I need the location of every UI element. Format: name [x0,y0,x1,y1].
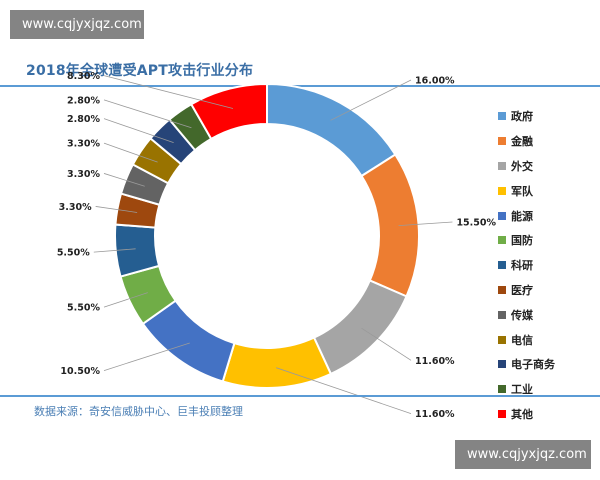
data-label-电子商务: 2.80% [67,114,100,125]
data-label-工业: 2.80% [67,95,100,106]
leader-line-医疗 [95,206,138,213]
title-divider [0,85,600,87]
legend-label: 传媒 [511,308,533,322]
legend-item-政府: 政府 [498,104,555,129]
leader-line-外交 [361,327,412,361]
legend-label: 工业 [511,383,533,397]
data-label-金融: 15.50% [456,218,496,229]
legend-label: 军队 [511,184,533,198]
source-divider [0,395,600,397]
legend-label: 电信 [511,333,533,347]
legend-label: 外交 [511,159,533,173]
legend-item-传媒: 传媒 [498,302,555,327]
legend-label: 其他 [511,407,533,421]
legend-swatch [498,310,506,319]
leader-line-电子商务 [103,118,174,144]
data-source-note: 数据来源：奇安信威胁中心、巨丰投顾整理 [34,405,243,418]
data-label-科研: 5.50% [57,248,90,259]
legend-label: 电子商务 [511,358,555,372]
legend-swatch [498,211,506,220]
legend-swatch [498,261,506,270]
legend-item-国防: 国防 [498,228,555,253]
legend-item-工业: 工业 [498,377,555,402]
data-label-其他: 8.30% [67,71,100,82]
legend-item-能源: 能源 [498,203,555,228]
data-label-国防: 5.50% [67,303,100,314]
leader-line-金融 [398,221,453,227]
slice-其他 [189,82,268,141]
data-label-传媒: 3.30% [67,169,100,180]
slice-外交 [312,279,408,376]
leader-line-工业 [103,99,192,129]
chart-title: 2018年全球遭受APT攻击行业分布 [26,63,254,79]
legend-swatch [498,186,506,195]
legend-item-军队: 军队 [498,178,555,203]
slice-金融 [360,153,420,298]
legend-item-电子商务: 电子商务 [498,352,555,377]
leader-line-军队 [275,367,412,414]
watermark-bottom: www.cqjyxjqz.com [455,440,591,469]
legend-swatch [498,360,506,369]
legend-swatch [498,137,506,146]
legend-item-科研: 科研 [498,253,555,278]
legend-swatch [498,385,506,394]
legend-swatch [498,285,506,294]
leader-line-国防 [103,292,148,308]
chart-legend: 政府金融外交军队能源国防科研医疗传媒电信电子商务工业其他 [498,104,555,426]
legend-swatch [498,112,506,121]
legend-label: 能源 [511,209,533,223]
data-label-医疗: 3.30% [59,202,92,213]
legend-item-金融: 金融 [498,129,555,154]
legend-label: 国防 [511,234,533,248]
legend-item-电信: 电信 [498,327,555,352]
legend-label: 政府 [511,110,533,124]
legend-label: 医疗 [511,283,533,297]
leader-line-政府 [330,79,412,121]
legend-swatch [498,161,506,170]
data-label-电信: 3.30% [67,139,100,150]
legend-swatch [498,236,506,245]
legend-swatch [498,409,506,418]
leader-line-传媒 [103,173,145,187]
watermark-top: www.cqjyxjqz.com [10,10,144,39]
leader-line-能源 [103,342,190,371]
data-label-政府: 16.00% [415,76,455,87]
data-label-军队: 11.60% [415,409,455,420]
legend-item-医疗: 医疗 [498,278,555,303]
leader-line-电信 [103,142,158,163]
legend-swatch [498,335,506,344]
legend-label: 科研 [511,259,533,273]
legend-label: 金融 [511,135,533,149]
data-label-外交: 11.60% [415,356,455,367]
legend-item-其他: 其他 [498,402,555,427]
legend-item-外交: 外交 [498,154,555,179]
leader-line-其他 [103,75,234,109]
leader-line-科研 [93,248,136,253]
data-label-能源: 10.50% [60,366,100,377]
